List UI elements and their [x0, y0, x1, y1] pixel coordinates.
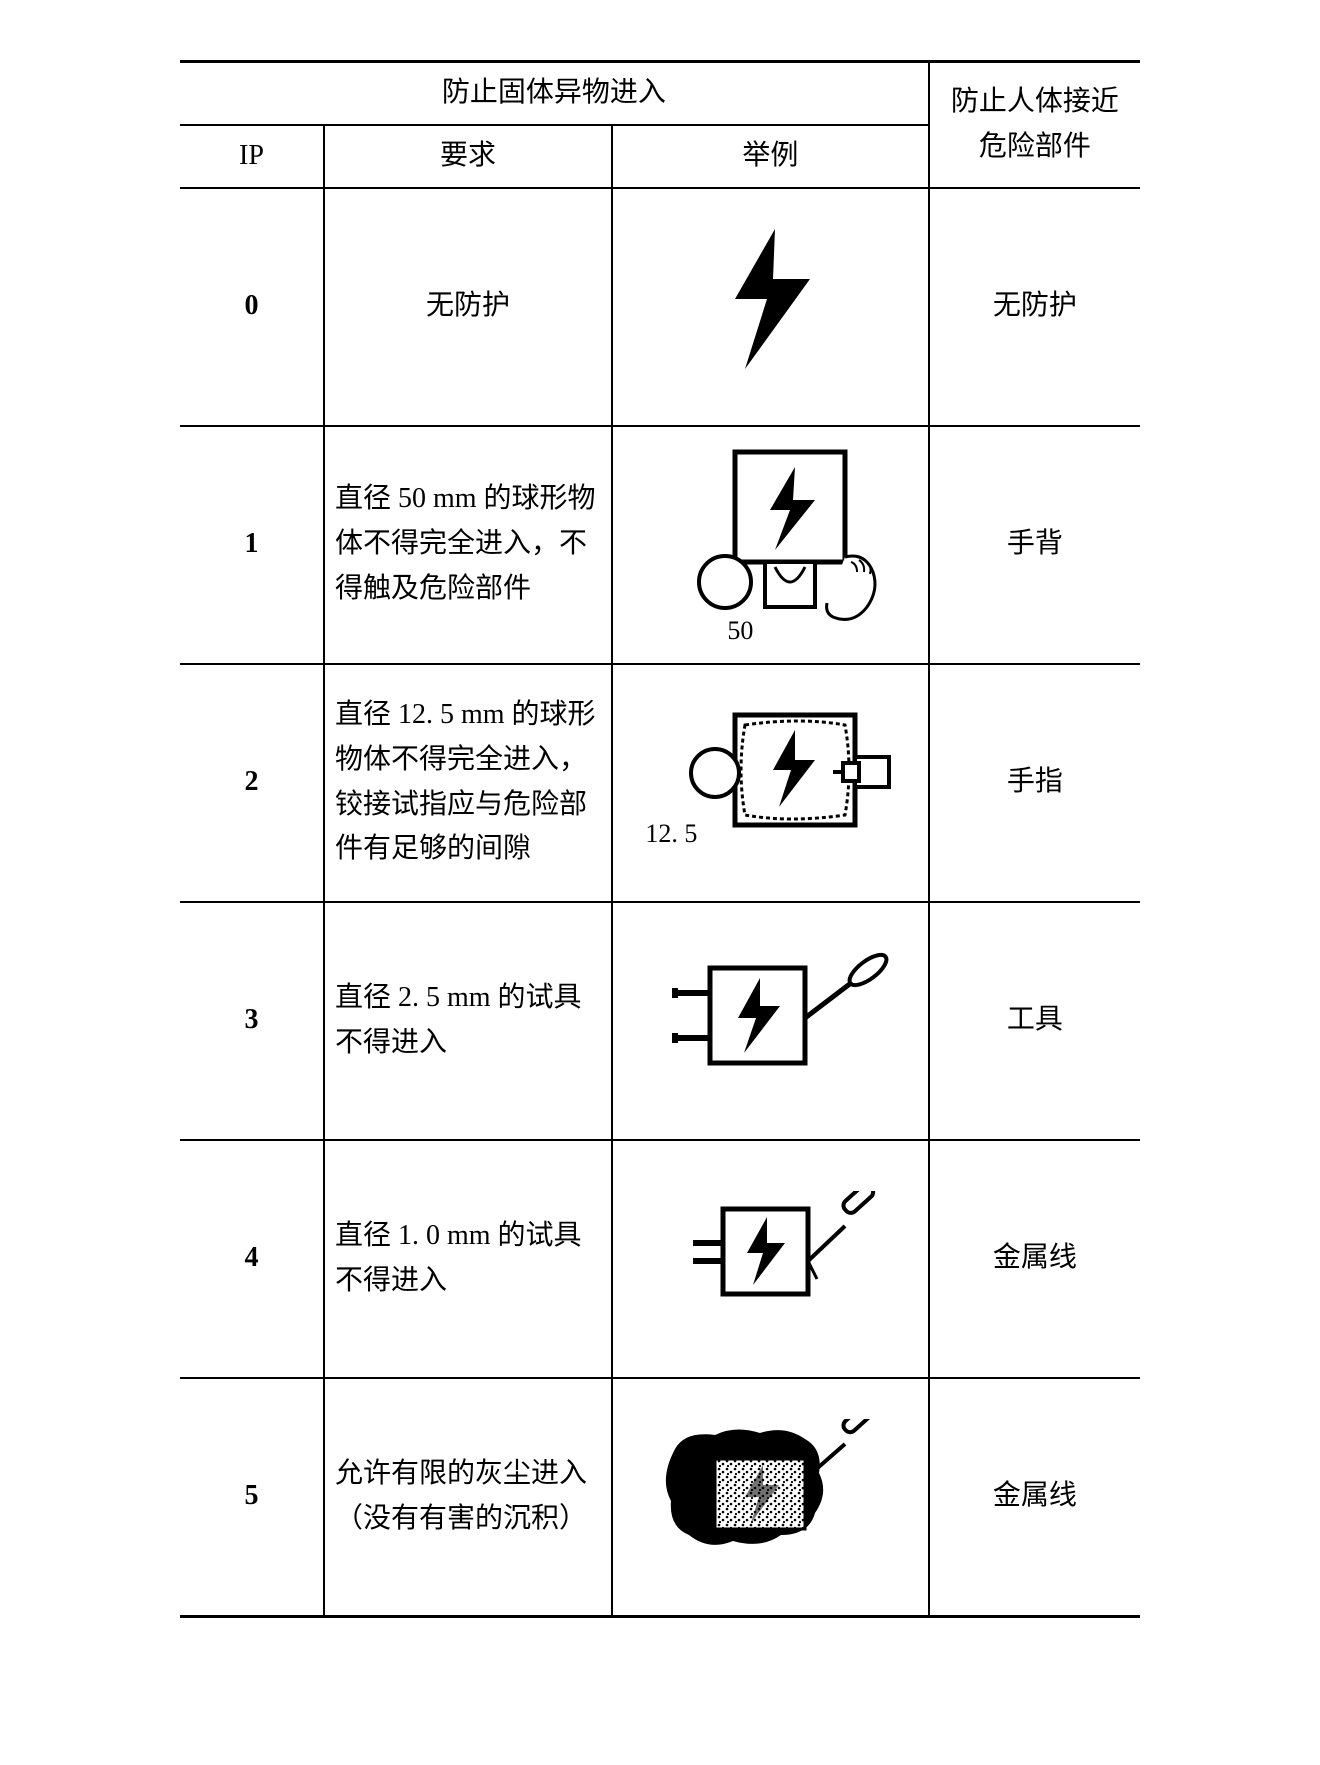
example-cell: [612, 188, 929, 426]
table-row: 3 直径 2. 5 mm 的试具不得进入: [180, 902, 1140, 1140]
dust-enclosure-wire-icon: [645, 1419, 895, 1559]
body-access-text: 手指: [929, 664, 1140, 902]
ip-value: 5: [180, 1378, 324, 1617]
requirement-text: 直径 2. 5 mm 的试具不得进入: [324, 902, 612, 1140]
bolt-icon: [715, 224, 825, 374]
body-access-text: 金属线: [929, 1378, 1140, 1617]
example-cell: 12. 5: [612, 664, 929, 902]
example-cell: [612, 902, 929, 1140]
header-requirement: 要求: [324, 125, 612, 188]
ip-value: 0: [180, 188, 324, 426]
table-row: 4 直径 1. 0 mm 的试具不得进入: [180, 1140, 1140, 1378]
table-row: 2 直径 12. 5 mm 的球形物体不得完全进入，铰接试指应与危险部件有足够的…: [180, 664, 1140, 902]
ip-value: 2: [180, 664, 324, 902]
requirement-text: 允许有限的灰尘进入（没有有害的沉积）: [324, 1378, 612, 1617]
enclosure-hand-icon: 50: [655, 442, 885, 632]
body-access-text: 金属线: [929, 1140, 1140, 1378]
ip-value: 4: [180, 1140, 324, 1378]
requirement-text: 无防护: [324, 188, 612, 426]
enclosure-finger-icon: 12. 5: [645, 695, 895, 855]
table-row: 0 无防护 无防护: [180, 188, 1140, 426]
enclosure-tool-icon: [640, 948, 900, 1078]
body-access-text: 手背: [929, 426, 1140, 664]
example-cell: 50: [612, 426, 929, 664]
enclosure-wire-icon: [645, 1191, 895, 1311]
ip-protection-table: 防止固体异物进入 防止人体接近危险部件 IP 要求 举例 0 无防护 无防护: [180, 60, 1140, 1618]
header-solid-ingress: 防止固体异物进入: [180, 62, 929, 125]
header-example: 举例: [612, 125, 929, 188]
requirement-text: 直径 1. 0 mm 的试具不得进入: [324, 1140, 612, 1378]
table-row: 1 直径 50 mm 的球形物体不得完全进入，不得触及危险部件: [180, 426, 1140, 664]
body-access-text: 无防护: [929, 188, 1140, 426]
example-cell: [612, 1140, 929, 1378]
table-body: 0 无防护 无防护 1 直径 50 mm 的球形物体不得完全进入，不得触及危险部…: [180, 188, 1140, 1617]
table-row: 5 允许有限的灰尘进入（没有有害的沉积）: [180, 1378, 1140, 1617]
header-ip: IP: [180, 125, 324, 188]
example-caption: 50: [727, 610, 753, 652]
body-access-text: 工具: [929, 902, 1140, 1140]
example-caption: 12. 5: [645, 813, 697, 855]
ip-value: 1: [180, 426, 324, 664]
example-cell: [612, 1378, 929, 1617]
ip-value: 3: [180, 902, 324, 1140]
requirement-text: 直径 50 mm 的球形物体不得完全进入，不得触及危险部件: [324, 426, 612, 664]
page: 防止固体异物进入 防止人体接近危险部件 IP 要求 举例 0 无防护 无防护: [0, 0, 1320, 1765]
requirement-text: 直径 12. 5 mm 的球形物体不得完全进入，铰接试指应与危险部件有足够的间隙: [324, 664, 612, 902]
header-body-access: 防止人体接近危险部件: [929, 62, 1140, 188]
